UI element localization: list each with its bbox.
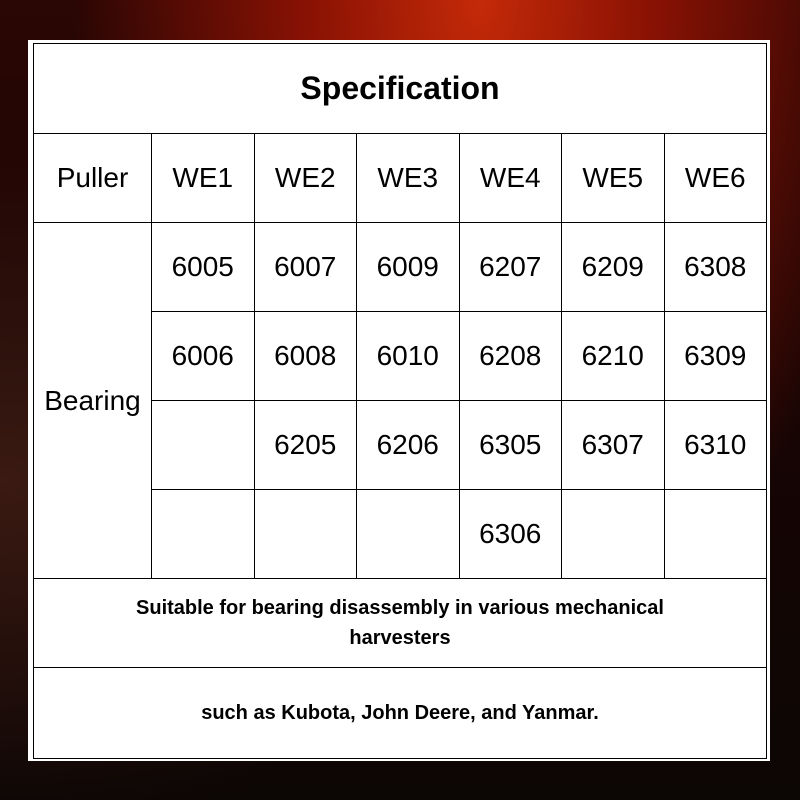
bearing-row: Bearing 6005 6007 6009 6207 6209 6308 (33, 222, 767, 579)
usage-note: Suitable for bearing disassembly in vari… (33, 578, 767, 668)
bearing-cell: 6205 (253, 400, 357, 490)
bearing-cell: 6206 (356, 400, 460, 490)
bearing-cell (561, 489, 665, 579)
bearing-row: 6205 6206 6305 6307 6310 (34, 400, 767, 490)
bearing-label: Bearing (33, 222, 152, 579)
model-cell: WE4 (458, 133, 562, 223)
brands-note: such as Kubota, John Deere, and Yanmar. (33, 667, 767, 759)
bearing-cell: 6208 (458, 311, 562, 401)
bearing-cell: 6209 (561, 222, 665, 312)
bearing-cell: 6008 (253, 311, 357, 401)
bearing-cell (151, 400, 255, 490)
bearing-cell (151, 489, 255, 579)
header-row: Puller WE1 WE2 WE3 WE4 WE5 WE6 (33, 133, 767, 223)
bearing-cell: 6310 (663, 400, 767, 490)
model-cell: WE3 (356, 133, 460, 223)
bearing-cell: 6305 (458, 400, 562, 490)
bearing-cell: 6306 (458, 489, 562, 579)
model-cell: WE5 (561, 133, 665, 223)
bearing-cell: 6009 (356, 222, 460, 312)
bearing-cell (253, 489, 357, 579)
bearing-row: 6006 6008 6010 6208 6210 6309 (34, 311, 767, 401)
model-cell: WE2 (253, 133, 357, 223)
model-cell: WE6 (663, 133, 767, 223)
bearing-cell: 6207 (458, 222, 562, 312)
bearing-cell: 6309 (663, 311, 767, 401)
bearing-cell: 6006 (151, 311, 255, 401)
puller-label: Puller (33, 133, 152, 223)
bearing-cell: 6010 (356, 311, 460, 401)
bearing-cell: 6308 (663, 222, 767, 312)
bearing-cell (356, 489, 460, 579)
bearing-cell: 6007 (253, 222, 357, 312)
bearing-row: 6306 (34, 489, 767, 579)
table-title: Specification (33, 43, 767, 134)
bearing-cell: 6210 (561, 311, 665, 401)
bearing-cell (663, 489, 767, 579)
bearing-cell: 6307 (561, 400, 665, 490)
specification-table: Specification Puller WE1 WE2 WE3 WE4 WE5… (33, 43, 767, 759)
bearing-cell: 6005 (151, 222, 255, 312)
model-cell: WE1 (151, 133, 255, 223)
